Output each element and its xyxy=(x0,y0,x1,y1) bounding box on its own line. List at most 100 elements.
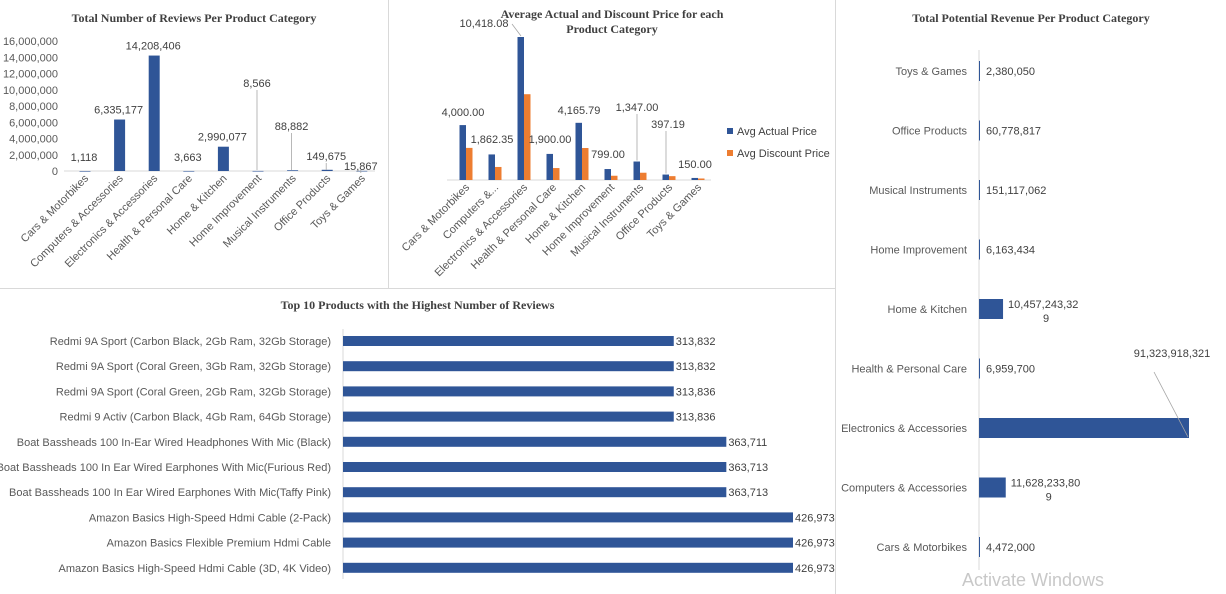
bar xyxy=(979,537,980,557)
top10-chart-panel: Top 10 Products with the Highest Number … xyxy=(0,289,835,594)
chart-title-line: Average Actual and Discount Price for ea… xyxy=(500,7,724,21)
legend-swatch xyxy=(727,128,733,134)
y-tick-label: 14,000,000 xyxy=(3,52,58,64)
data-label: 6,335,177 xyxy=(94,105,143,117)
reviews-chart-panel: Total Number of Reviews Per Product Cate… xyxy=(0,0,388,288)
data-label: 2,380,050 xyxy=(986,66,1035,78)
bar xyxy=(343,537,793,548)
bar xyxy=(979,180,980,200)
data-label: 60,778,817 xyxy=(986,126,1041,138)
revenue-chart-panel: Total Potential Revenue Per Product Cate… xyxy=(836,0,1226,594)
data-label: 150.00 xyxy=(678,159,712,171)
bar xyxy=(979,61,980,81)
bar xyxy=(343,562,793,573)
data-label: 313,832 xyxy=(676,361,716,373)
category-label: Boat Bassheads 100 In Ear Wired Earphone… xyxy=(9,487,331,499)
category-label: Redmi 9A Sport (Coral Green, 2Gb Ram, 32… xyxy=(56,386,331,398)
bar-actual xyxy=(488,154,495,180)
bar xyxy=(79,170,91,172)
data-label: 10,418.08 xyxy=(460,18,509,30)
data-label: 313,836 xyxy=(676,412,716,424)
data-label: 15,867 xyxy=(344,161,378,173)
legend-swatch xyxy=(727,150,733,156)
chart-title-line: Product Category xyxy=(566,22,658,36)
data-label: 313,832 xyxy=(676,336,716,348)
bar xyxy=(979,358,980,379)
data-label: 14,208,406 xyxy=(126,41,181,53)
category-label: Home Improvement xyxy=(870,245,967,257)
divider xyxy=(835,0,836,594)
bar-actual xyxy=(517,37,524,180)
bar xyxy=(148,55,160,171)
data-label: 8,566 xyxy=(243,78,271,90)
y-tick-label: 8,000,000 xyxy=(9,101,58,113)
bar-discount xyxy=(524,94,531,180)
bar xyxy=(321,169,333,171)
bar-discount xyxy=(466,147,473,180)
divider xyxy=(388,0,389,288)
data-label: 426,973 xyxy=(795,563,835,575)
y-tick-label: 4,000,000 xyxy=(9,134,58,146)
bar xyxy=(343,361,674,372)
data-label: 10,457,243,32 xyxy=(1008,299,1078,311)
bar-discount xyxy=(640,172,647,180)
bar-discount xyxy=(669,176,676,180)
category-label: Redmi 9A Sport (Carbon Black, 2Gb Ram, 3… xyxy=(50,336,331,348)
bar xyxy=(287,170,299,171)
bar-actual xyxy=(633,161,640,180)
bar xyxy=(979,239,980,260)
category-label: Electronics & Accessories xyxy=(841,423,967,435)
category-label: Redmi 9A Sport (Coral Green, 3Gb Ram, 32… xyxy=(56,361,331,373)
category-label: Boat Bassheads 100 In-Ear Wired Headphon… xyxy=(17,437,331,449)
bar-discount xyxy=(698,178,705,180)
y-tick-label: 16,000,000 xyxy=(3,36,58,48)
bar xyxy=(114,119,126,171)
y-tick-label: 2,000,000 xyxy=(9,150,58,162)
bar xyxy=(356,170,368,172)
bar xyxy=(343,462,727,472)
bar xyxy=(343,436,727,447)
data-label: 426,973 xyxy=(795,538,835,550)
data-label: 151,117,062 xyxy=(986,185,1046,197)
top10-bar-chart: Redmi 9A Sport (Carbon Black, 2Gb Ram, 3… xyxy=(0,329,835,579)
category-label: Amazon Basics High-Speed Hdmi Cable (3D,… xyxy=(59,563,331,575)
bar-actual xyxy=(575,122,582,180)
data-label: 426,973 xyxy=(795,512,835,524)
category-label: Musical Instruments xyxy=(869,185,967,197)
data-label: 9 xyxy=(1046,492,1052,504)
data-label: 1,347.00 xyxy=(616,102,659,114)
category-label: Home & Kitchen xyxy=(888,304,967,316)
activate-windows-watermark: Activate Windows xyxy=(962,570,1105,590)
legend-label: Avg Discount Price xyxy=(737,148,830,160)
bar-discount xyxy=(611,175,618,180)
data-label: 397.19 xyxy=(651,119,685,131)
data-label: 1,118 xyxy=(71,152,98,164)
data-label: 6,959,700 xyxy=(986,364,1035,376)
data-label: 4,000.00 xyxy=(442,107,485,119)
revenue-bar-chart: Toys & Games 2,380,050 Office Products 60,7… xyxy=(841,50,1210,570)
leader-line xyxy=(511,23,522,37)
y-tick-label: 10,000,000 xyxy=(3,85,58,97)
data-label: 4,165.79 xyxy=(558,105,601,117)
data-label: 9 xyxy=(1043,313,1049,325)
data-label: 91,323,918,321 xyxy=(1134,348,1210,360)
bar xyxy=(183,170,195,172)
chart-title: Total Potential Revenue Per Product Cate… xyxy=(912,11,1150,25)
chart-title: Top 10 Products with the Highest Number … xyxy=(280,298,555,312)
category-label: Home & Kitchen xyxy=(165,173,230,238)
data-label: 799.00 xyxy=(591,149,625,161)
y-tick-label: 6,000,000 xyxy=(9,117,58,129)
bar-discount xyxy=(553,168,560,180)
category-label: Cars & Motorbikes xyxy=(877,542,968,554)
bar-actual xyxy=(691,177,698,180)
bar xyxy=(979,477,1006,498)
category-label: Office Products xyxy=(892,126,967,138)
bar-actual xyxy=(459,125,466,180)
data-label: 1,900.00 xyxy=(529,134,572,146)
bar-actual xyxy=(546,153,553,180)
category-label: Health & Personal Care xyxy=(851,364,967,376)
bar-actual xyxy=(662,174,669,180)
y-tick-label: 0 xyxy=(52,166,58,178)
data-label: 6,163,434 xyxy=(986,245,1035,257)
